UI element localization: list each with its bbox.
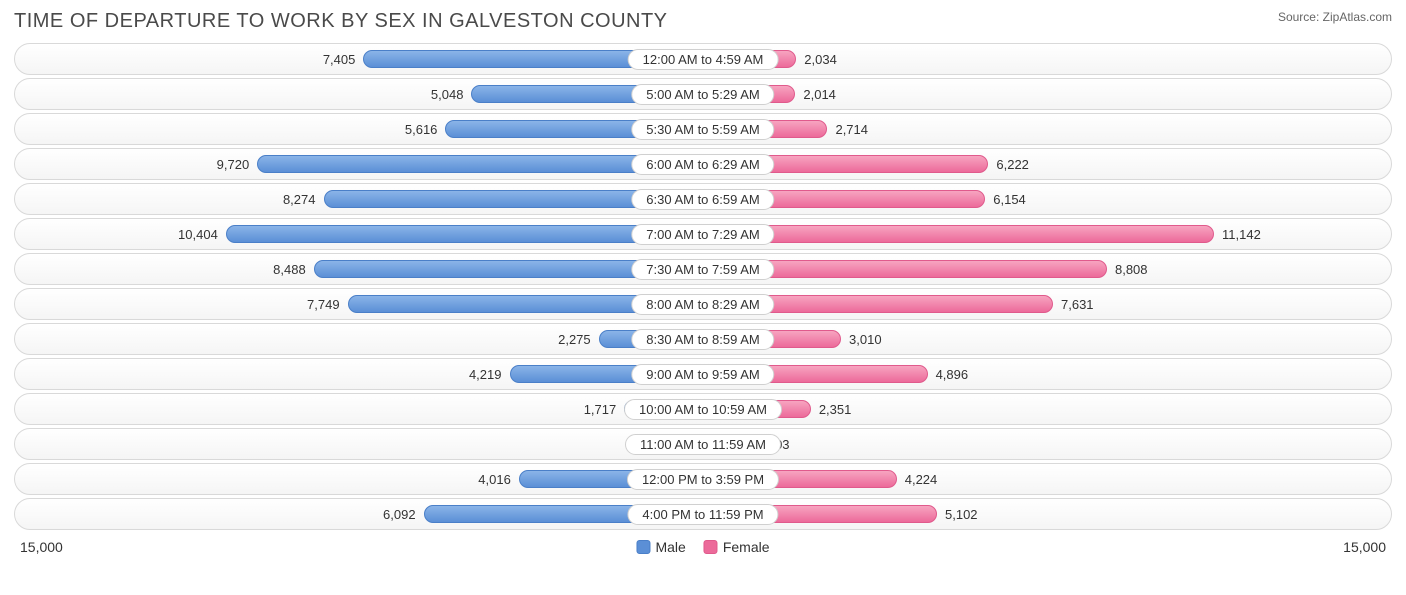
chart-row: 1,717 2,351 10:00 AM to 10:59 AM	[14, 393, 1392, 425]
male-value: 4,219	[469, 367, 502, 382]
chart-row: 4,016 4,224 12:00 PM to 3:59 PM	[14, 463, 1392, 495]
female-bar	[703, 225, 1214, 243]
female-value: 2,714	[835, 122, 868, 137]
male-value: 8,274	[283, 192, 316, 207]
category-pill: 12:00 PM to 3:59 PM	[627, 469, 779, 490]
female-swatch	[704, 540, 718, 554]
category-pill: 9:00 AM to 9:59 AM	[631, 364, 774, 385]
chart-row: 5,048 2,014 5:00 AM to 5:29 AM	[14, 78, 1392, 110]
chart-row: 7,749 7,631 8:00 AM to 8:29 AM	[14, 288, 1392, 320]
chart-footer: 15,000 Male Female 15,000	[14, 536, 1392, 558]
chart-row: 8,488 8,808 7:30 AM to 7:59 AM	[14, 253, 1392, 285]
male-value: 5,616	[405, 122, 438, 137]
category-pill: 4:00 PM to 11:59 PM	[627, 504, 778, 525]
legend-male-label: Male	[655, 539, 685, 555]
diverging-bar-chart: 7,4052,03412:00 AM to 4:59 AM5,0482,0145…	[14, 43, 1392, 530]
category-pill: 10:00 AM to 10:59 AM	[624, 399, 782, 420]
male-value: 5,048	[431, 87, 464, 102]
legend-male: Male	[636, 539, 685, 555]
male-value: 2,275	[558, 332, 591, 347]
axis-max-left: 15,000	[20, 539, 63, 555]
category-pill: 5:30 AM to 5:59 AM	[631, 119, 774, 140]
category-pill: 6:00 AM to 6:29 AM	[631, 154, 774, 175]
female-value: 6,154	[993, 192, 1026, 207]
chart-source: Source: ZipAtlas.com	[1278, 10, 1392, 24]
category-pill: 8:30 AM to 8:59 AM	[631, 329, 774, 350]
legend: Male Female	[636, 539, 769, 555]
chart-row: 8,274 6,154 6:30 AM to 6:59 AM	[14, 183, 1392, 215]
female-value: 7,631	[1061, 297, 1094, 312]
chart-row: 4,219 4,896 9:00 AM to 9:59 AM	[14, 358, 1392, 390]
chart-title: TIME OF DEPARTURE TO WORK BY SEX IN GALV…	[14, 10, 668, 33]
chart-row: 9,720 6,222 6:00 AM to 6:29 AM	[14, 148, 1392, 180]
male-value: 1,717	[584, 402, 617, 417]
category-pill: 12:00 AM to 4:59 AM	[628, 49, 779, 70]
legend-female: Female	[704, 539, 770, 555]
category-pill: 11:00 AM to 11:59 AM	[625, 434, 781, 455]
axis-max-right: 15,000	[1343, 539, 1386, 555]
male-swatch	[636, 540, 650, 554]
male-value: 9,720	[217, 157, 250, 172]
female-value: 5,102	[945, 507, 978, 522]
female-value: 2,034	[804, 52, 837, 67]
female-value: 4,224	[905, 472, 938, 487]
female-value: 4,896	[936, 367, 969, 382]
chart-row: 7,405 2,034 12:00 AM to 4:59 AM	[14, 43, 1392, 75]
male-value: 7,405	[323, 52, 356, 67]
female-value: 2,014	[803, 87, 836, 102]
female-value: 3,010	[849, 332, 882, 347]
chart-row: 6,092 5,102 4:00 PM to 11:59 PM	[14, 498, 1392, 530]
category-pill: 7:30 AM to 7:59 AM	[631, 259, 774, 280]
male-value: 7,749	[307, 297, 340, 312]
chart-row: 2,275 3,010 8:30 AM to 8:59 AM	[14, 323, 1392, 355]
category-pill: 5:00 AM to 5:29 AM	[631, 84, 774, 105]
female-value: 2,351	[819, 402, 852, 417]
category-pill: 7:00 AM to 7:29 AM	[631, 224, 774, 245]
chart-row: 10,404 11,142 7:00 AM to 7:29 AM	[14, 218, 1392, 250]
male-value: 4,016	[478, 472, 511, 487]
category-pill: 8:00 AM to 8:29 AM	[631, 294, 774, 315]
male-value: 10,404	[178, 227, 218, 242]
chart-row: 5,616 2,714 5:30 AM to 5:59 AM	[14, 113, 1392, 145]
female-value: 11,142	[1222, 227, 1261, 242]
female-value: 8,808	[1115, 262, 1148, 277]
male-value: 8,488	[273, 262, 306, 277]
legend-female-label: Female	[723, 539, 770, 555]
chart-row: 7241,00311:00 AM to 11:59 AM	[14, 428, 1392, 460]
female-value: 6,222	[996, 157, 1029, 172]
category-pill: 6:30 AM to 6:59 AM	[631, 189, 774, 210]
male-value: 6,092	[383, 507, 416, 522]
